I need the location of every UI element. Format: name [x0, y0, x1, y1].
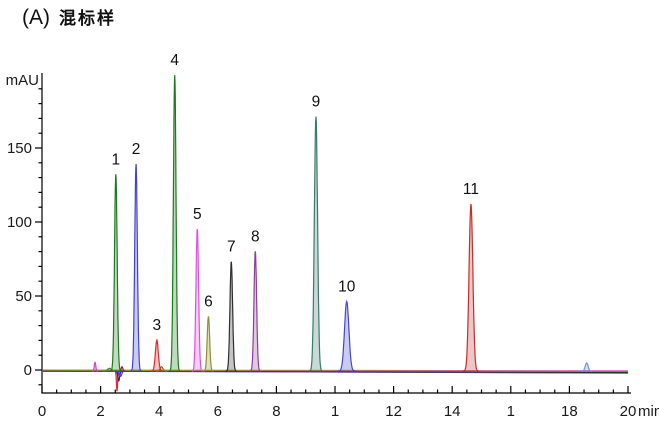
- late-lightblue-peak: [580, 362, 593, 372]
- peak-11-trace: [462, 203, 479, 372]
- figure-title: 混标样: [59, 9, 116, 29]
- peak-8-trace: [249, 251, 261, 372]
- x-tick-label: 14: [444, 403, 461, 420]
- peak-1-trace: [110, 174, 122, 372]
- peak-labels: 12 3 4 5 6 78 9 10 11: [112, 52, 479, 334]
- peak-5-trace: [191, 229, 203, 372]
- chromatogram-traces: [92, 75, 593, 392]
- y-tick-label: 0: [24, 362, 32, 379]
- axes: [35, 73, 631, 394]
- peak-9-trace: [308, 116, 323, 372]
- peak-7-trace: [225, 261, 237, 372]
- x-tick-label: 1: [507, 403, 515, 420]
- x-tick-label: 2: [96, 403, 104, 420]
- x-tick-label: 6: [214, 403, 222, 420]
- peak-10-trace: [337, 299, 356, 372]
- peak-4-label: 4: [170, 52, 179, 69]
- peak-10-label: 10: [338, 279, 356, 296]
- peak-6-label: 6: [204, 293, 213, 310]
- peak-7-label: 7: [227, 239, 236, 256]
- peak-11-label: 11: [463, 181, 479, 198]
- peak-2-label: 2: [132, 141, 141, 158]
- peak-1-label: 1: [112, 151, 121, 168]
- figure-panel-label: (A): [22, 6, 50, 29]
- peak-4-trace: [168, 75, 181, 372]
- peak-6-trace: [203, 316, 214, 372]
- peak-8-label: 8: [251, 228, 260, 245]
- x-tick-label: 4: [155, 403, 163, 420]
- post-injection-bump: [118, 366, 126, 372]
- x-tick-label: 8: [272, 403, 280, 420]
- pre-injection-bump: [102, 367, 117, 372]
- x-tick-label: 20: [620, 403, 637, 420]
- y-tick-label: 100: [7, 214, 32, 231]
- early-magenta-blip: [92, 361, 98, 372]
- peak-3-trace: [151, 338, 163, 372]
- x-tick-label: 1: [331, 403, 339, 420]
- x-axis-unit: min: [638, 403, 659, 420]
- peak-9-label: 9: [312, 94, 321, 111]
- peak-2-trace: [130, 163, 142, 372]
- y-tick-label: 150: [7, 140, 32, 157]
- peak-5-label: 5: [193, 206, 202, 223]
- figure-title-row: (A) 混标样: [22, 4, 116, 30]
- small-olive-bump: [155, 366, 168, 372]
- x-tick-label: 12: [385, 403, 402, 420]
- x-tick-label: 18: [561, 403, 578, 420]
- x-tick-label: 0: [38, 403, 46, 420]
- injection-dip-blue: [115, 370, 126, 378]
- y-axis-title: mAU: [6, 72, 39, 89]
- y-tick-label: 50: [15, 288, 32, 305]
- peak-3-label: 3: [153, 317, 162, 334]
